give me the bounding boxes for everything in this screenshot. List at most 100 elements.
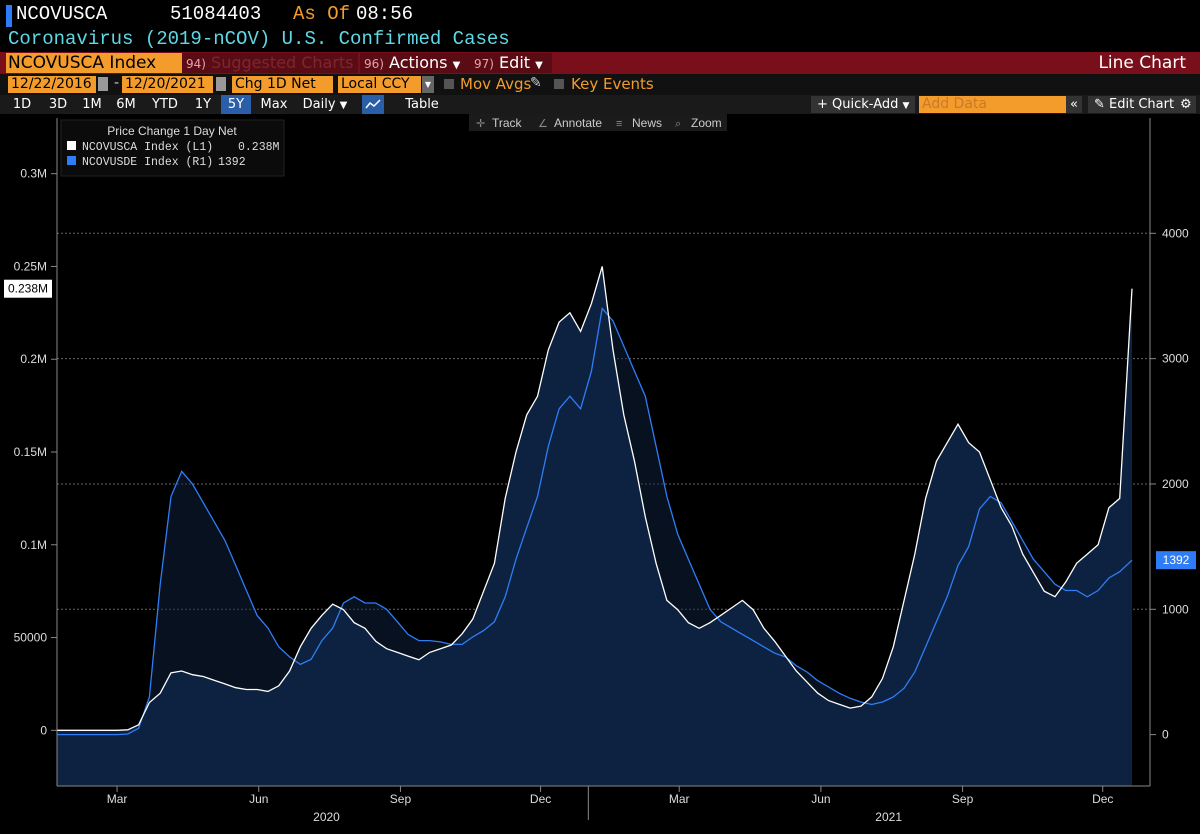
period-bar: 1D 3D 1M 6M YTD 1Y 5Y Max Daily ▼ Table … xyxy=(0,95,1200,114)
left-tick-label: 50000 xyxy=(14,631,48,645)
x-year-label: 2020 xyxy=(313,810,340,824)
period-5y-button[interactable]: 5Y xyxy=(221,95,251,114)
key-events-checkbox[interactable] xyxy=(554,79,564,89)
news-icon: ≡ xyxy=(616,118,622,130)
gear-icon[interactable]: ⚙ xyxy=(1176,96,1196,113)
ticker-label: NCOVUSCA xyxy=(16,3,108,25)
legend-entry-name: NCOVUSCA Index (L1) xyxy=(82,141,213,154)
period-1y-button[interactable]: 1Y xyxy=(194,97,212,112)
right-tick-label: 1000 xyxy=(1162,602,1189,616)
left-axis: 0 50000 0.1M 0.15M 0.2M 0.25M 0.3M 0.238M xyxy=(4,118,58,786)
description-row: Coronavirus (2019-nCOV) U.S. Confirmed C… xyxy=(0,28,1200,52)
frequency-label: Daily xyxy=(302,97,336,112)
tool-news-label: News xyxy=(632,116,662,130)
edit-label: Edit xyxy=(499,53,531,72)
period-1m-button[interactable]: 1M xyxy=(82,97,102,112)
currency-select[interactable]: Local CCY xyxy=(338,76,421,93)
area-ncovusde-index xyxy=(57,308,1132,786)
security-input[interactable]: NCOVUSCA Index xyxy=(6,53,184,73)
actions-caret-icon: ▼ xyxy=(452,60,461,71)
suggested-label: Suggested Charts xyxy=(211,53,354,72)
x-month-label: Jun xyxy=(249,792,268,806)
legend-swatch-1 xyxy=(67,156,76,165)
pencil-icon[interactable]: ✎ xyxy=(530,75,542,91)
area-fills xyxy=(57,266,1132,786)
legend-title: Price Change 1 Day Net xyxy=(107,124,237,138)
start-date-field[interactable]: 12/22/2016 xyxy=(8,76,96,93)
header-bar: NCOVUSCA 51084403 As Of 08:56 xyxy=(0,0,1200,28)
period-ytd-button[interactable]: YTD xyxy=(152,97,178,112)
chart-tool-bar: ✛ Track ∠ Annotate ≡ News ⌕ Zoom xyxy=(469,114,727,131)
edit-caret-icon: ▼ xyxy=(535,60,543,71)
add-data-input[interactable]: Add Data xyxy=(919,96,1066,113)
right-tick-label: 2000 xyxy=(1162,477,1189,491)
edit-menu-button[interactable]: 97) Edit ▼ xyxy=(470,53,552,73)
left-tick-label: 0.2M xyxy=(20,352,47,366)
x-month-label: Dec xyxy=(530,792,551,806)
suggested-num: 94) xyxy=(186,57,206,71)
quick-add-label: Quick-Add xyxy=(832,97,899,112)
period-max-button[interactable]: Max xyxy=(260,97,288,112)
end-date-field[interactable]: 12/20/2021 xyxy=(122,76,213,93)
line-chart-toggle-icon[interactable] xyxy=(362,95,384,114)
x-month-label: Mar xyxy=(107,792,128,806)
chart-type-label: Line Chart xyxy=(1098,53,1186,73)
tool-zoom-label: Zoom xyxy=(691,116,722,130)
left-last-value-box xyxy=(4,279,52,298)
series-lines xyxy=(57,266,1133,736)
suggested-charts-button[interactable]: 94) Suggested Charts xyxy=(182,53,358,73)
left-last-value-label: 0.238M xyxy=(8,282,48,296)
left-tick-label: 0.25M xyxy=(14,259,47,273)
edit-chart-button[interactable]: ✎ Edit Chart xyxy=(1088,96,1181,113)
mov-avgs-checkbox[interactable] xyxy=(444,79,454,89)
legend-entry-value: 1392 xyxy=(218,156,246,169)
legend-entry-name: NCOVUSDE Index (R1) xyxy=(82,156,213,169)
actions-button[interactable]: 96) Actions ▼ xyxy=(360,53,470,73)
frequency-select[interactable]: Daily ▼ xyxy=(297,95,353,114)
tool-annotate-label: Annotate xyxy=(554,116,602,130)
period-1d-button[interactable]: 1D xyxy=(12,97,32,112)
table-button[interactable]: Table xyxy=(405,97,439,112)
x-month-label: Mar xyxy=(669,792,690,806)
right-last-value-label: 1392 xyxy=(1163,553,1190,567)
right-tick-label: 0 xyxy=(1162,728,1169,742)
as-of-time: 08:56 xyxy=(356,3,414,25)
period-3d-button[interactable]: 3D xyxy=(48,97,68,112)
last-value: 51084403 xyxy=(170,3,262,25)
right-tick-label: 3000 xyxy=(1162,352,1189,366)
chart-canvas[interactable]: 0 50000 0.1M 0.15M 0.2M 0.25M 0.3M 0.238M 0 1000… xyxy=(0,114,1200,834)
left-tick-label: 0.1M xyxy=(20,538,47,552)
date-dash: - xyxy=(114,75,120,91)
x-year-label: 2021 xyxy=(875,810,902,824)
actions-num: 96) xyxy=(364,57,384,71)
edit-chart-label: Edit Chart xyxy=(1109,97,1175,112)
line-ncovusde-index xyxy=(57,307,1133,736)
field-select[interactable]: Chg 1D Net xyxy=(232,76,333,93)
collapse-icon[interactable]: « xyxy=(1066,96,1082,113)
edit-num: 97) xyxy=(474,57,494,71)
chart-tools-background xyxy=(469,114,727,131)
actions-label: Actions xyxy=(389,53,448,72)
track-icon: ✛ xyxy=(476,118,485,130)
end-calendar-icon[interactable] xyxy=(216,77,226,91)
period-6m-button[interactable]: 6M xyxy=(116,97,136,112)
x-month-label: Jun xyxy=(811,792,830,806)
start-calendar-icon[interactable] xyxy=(98,77,108,91)
legend-box xyxy=(60,119,285,177)
x-axis: Mar Jun Sep Dec Mar Jun Sep Dec 2020 2021 xyxy=(57,785,1150,824)
params-row: 12/22/2016 - 12/20/2021 Chg 1D Net Local… xyxy=(0,74,1200,95)
legend: Price Change 1 Day Net NCOVUSCA Index (L1… xyxy=(60,119,285,177)
annotate-icon: ∠ xyxy=(538,118,548,130)
currency-dropdown-icon[interactable]: ▼ xyxy=(422,76,434,93)
quick-add-caret-icon: ▼ xyxy=(902,101,910,111)
security-description: Coronavirus (2019-nCOV) U.S. Confirmed C… xyxy=(8,28,510,50)
frequency-caret-icon: ▼ xyxy=(339,100,348,111)
line-ncovusca-index xyxy=(57,266,1133,731)
main-toolbar: NCOVUSCA Index 94) Suggested Charts 96) … xyxy=(0,52,1200,74)
x-month-label: Sep xyxy=(390,792,412,806)
x-month-label: Sep xyxy=(952,792,974,806)
ticker-color-marker xyxy=(6,5,12,27)
quick-add-button[interactable]: + Quick-Add ▼ xyxy=(811,96,916,113)
x-month-label: Dec xyxy=(1092,792,1113,806)
key-events-label: Key Events xyxy=(571,75,654,93)
